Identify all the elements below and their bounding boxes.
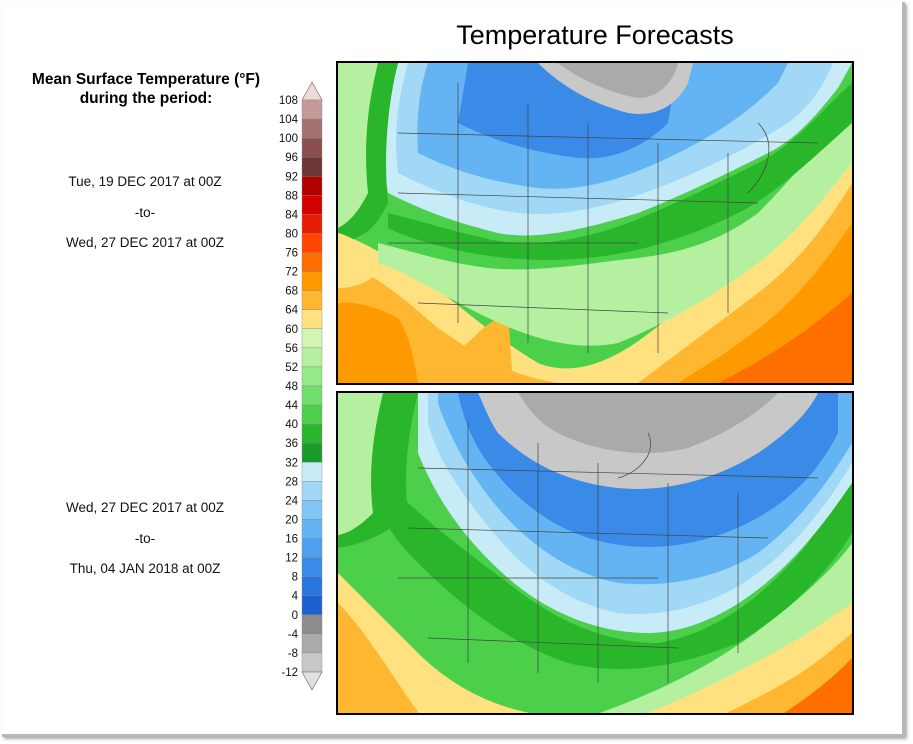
page-title: Temperature Forecasts [456,20,734,50]
forecast-map-period2 [336,391,854,715]
period1-end: Wed, 27 DEC 2017 at 00Z [65,235,225,250]
period2-to: -to- [134,531,156,546]
forecast-map-period1 [336,61,854,385]
period1-start: Tue, 19 DEC 2017 at 00Z [68,174,222,189]
period2-start: Wed, 27 DEC 2017 at 00Z [65,500,225,515]
legend-title: Mean Surface Temperature (°F) during the… [14,70,278,108]
period2-end: Thu, 04 JAN 2018 at 00Z [69,561,221,576]
legend-title-line1: Mean Surface Temperature (°F) [31,71,261,88]
period1-to: -to- [134,205,156,220]
legend-title-line2: during the period: [79,90,213,107]
